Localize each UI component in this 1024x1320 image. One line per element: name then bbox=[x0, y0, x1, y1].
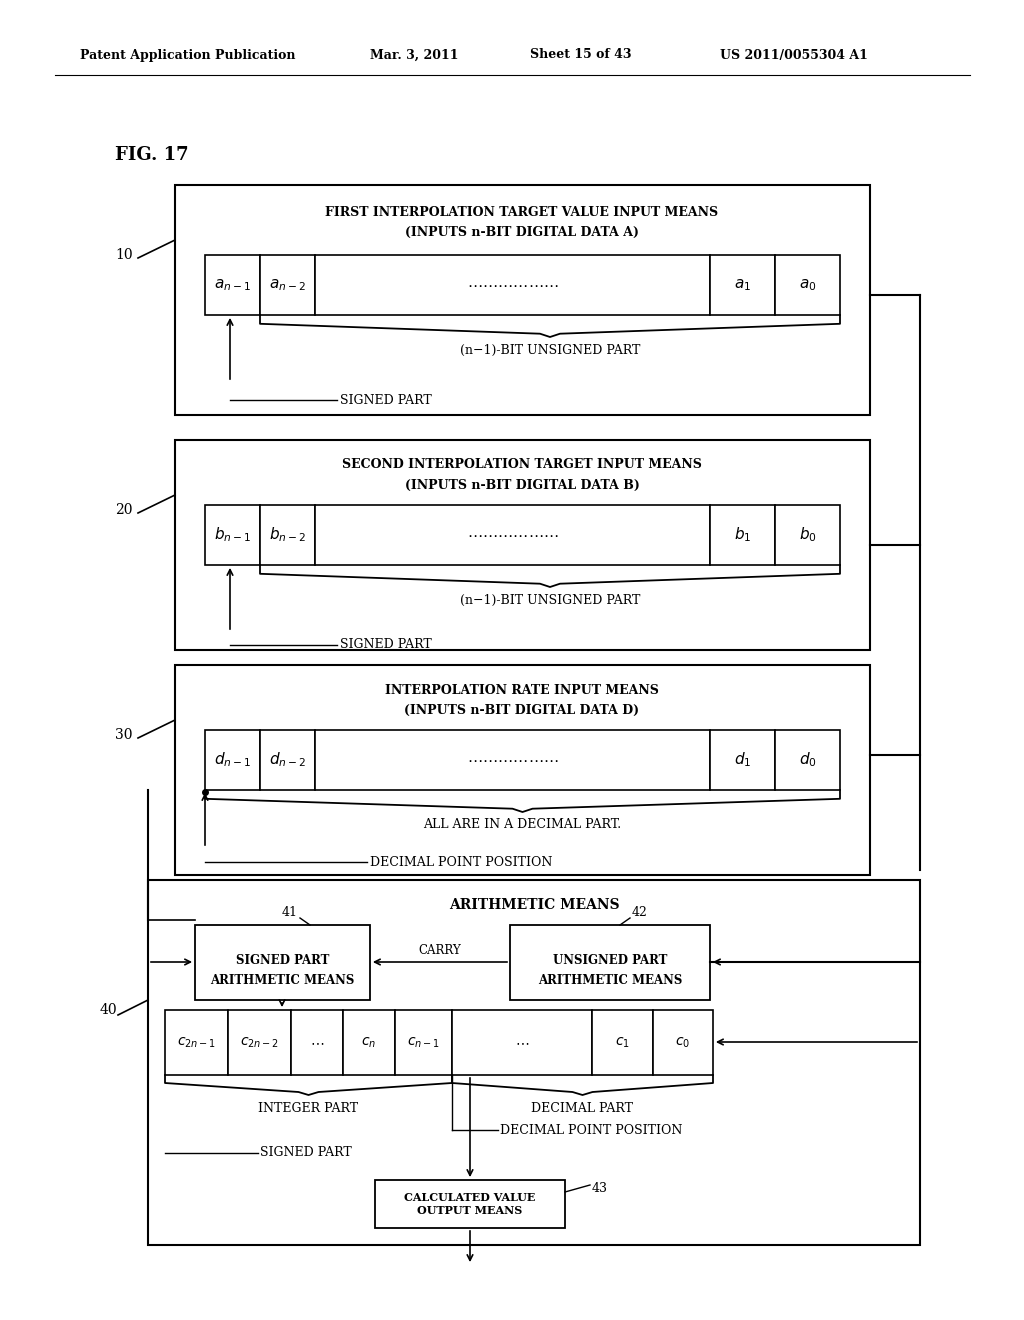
Text: Sheet 15 of 43: Sheet 15 of 43 bbox=[530, 49, 632, 62]
Text: SECOND INTERPOLATION TARGET INPUT MEANS: SECOND INTERPOLATION TARGET INPUT MEANS bbox=[342, 458, 701, 471]
Text: 20: 20 bbox=[115, 503, 132, 517]
Text: (n−1)-BIT UNSIGNED PART: (n−1)-BIT UNSIGNED PART bbox=[460, 594, 640, 606]
Bar bbox=[592, 1010, 653, 1074]
Text: $c_1$: $c_1$ bbox=[615, 1035, 630, 1049]
Text: $b_{n-1}$: $b_{n-1}$ bbox=[214, 525, 251, 544]
Text: SIGNED PART: SIGNED PART bbox=[340, 393, 432, 407]
Bar bbox=[228, 1010, 291, 1074]
Text: $a_0$: $a_0$ bbox=[799, 277, 816, 293]
Text: SIGNED PART: SIGNED PART bbox=[260, 1147, 352, 1159]
Text: $b_{n-2}$: $b_{n-2}$ bbox=[269, 525, 306, 544]
Bar bbox=[710, 255, 775, 315]
Text: $\cdots\cdots\cdots\cdots\cdots\cdots$: $\cdots\cdots\cdots\cdots\cdots\cdots$ bbox=[467, 279, 558, 292]
Text: $d_{n-2}$: $d_{n-2}$ bbox=[269, 751, 306, 770]
Text: FIRST INTERPOLATION TARGET VALUE INPUT MEANS: FIRST INTERPOLATION TARGET VALUE INPUT M… bbox=[326, 206, 719, 219]
Text: INTERPOLATION RATE INPUT MEANS: INTERPOLATION RATE INPUT MEANS bbox=[385, 684, 658, 697]
Text: $b_1$: $b_1$ bbox=[734, 525, 752, 544]
Text: $a_{n-1}$: $a_{n-1}$ bbox=[214, 277, 251, 293]
Bar bbox=[260, 255, 315, 315]
Text: (INPUTS n-BIT DIGITAL DATA D): (INPUTS n-BIT DIGITAL DATA D) bbox=[404, 704, 640, 717]
Bar bbox=[710, 506, 775, 565]
Text: DECIMAL PART: DECIMAL PART bbox=[531, 1101, 633, 1114]
Bar bbox=[205, 506, 260, 565]
Bar bbox=[291, 1010, 343, 1074]
Bar bbox=[175, 440, 870, 649]
Text: $d_0$: $d_0$ bbox=[799, 751, 816, 770]
Text: (n−1)-BIT UNSIGNED PART: (n−1)-BIT UNSIGNED PART bbox=[460, 343, 640, 356]
Text: 40: 40 bbox=[100, 1003, 118, 1016]
Text: $b_0$: $b_0$ bbox=[799, 525, 816, 544]
Text: Patent Application Publication: Patent Application Publication bbox=[80, 49, 296, 62]
Bar bbox=[260, 506, 315, 565]
Text: 30: 30 bbox=[115, 729, 132, 742]
Bar bbox=[205, 255, 260, 315]
Bar bbox=[510, 925, 710, 1001]
Text: ARITHMETIC MEANS: ARITHMETIC MEANS bbox=[210, 974, 354, 986]
Bar bbox=[775, 255, 840, 315]
Bar bbox=[175, 185, 870, 414]
Text: 41: 41 bbox=[282, 906, 298, 919]
Bar bbox=[395, 1010, 452, 1074]
Bar bbox=[775, 730, 840, 789]
Text: $\cdots\cdots\cdots\cdots\cdots\cdots$: $\cdots\cdots\cdots\cdots\cdots\cdots$ bbox=[467, 752, 558, 767]
Text: $c_{2n-1}$: $c_{2n-1}$ bbox=[177, 1035, 216, 1049]
Bar bbox=[775, 506, 840, 565]
Text: INTEGER PART: INTEGER PART bbox=[258, 1101, 358, 1114]
Bar bbox=[165, 1010, 228, 1074]
Text: 43: 43 bbox=[592, 1181, 608, 1195]
Text: $c_{2n-2}$: $c_{2n-2}$ bbox=[240, 1035, 280, 1049]
Text: SIGNED PART: SIGNED PART bbox=[340, 639, 432, 652]
Text: (INPUTS n-BIT DIGITAL DATA A): (INPUTS n-BIT DIGITAL DATA A) bbox=[406, 226, 639, 239]
Text: SIGNED PART: SIGNED PART bbox=[236, 953, 329, 966]
Text: DECIMAL POINT POSITION: DECIMAL POINT POSITION bbox=[500, 1123, 682, 1137]
Text: UNSIGNED PART: UNSIGNED PART bbox=[553, 953, 668, 966]
Bar bbox=[205, 730, 260, 789]
Text: $d_{n-1}$: $d_{n-1}$ bbox=[214, 751, 251, 770]
Text: FIG. 17: FIG. 17 bbox=[115, 147, 188, 164]
Bar bbox=[452, 1010, 592, 1074]
Text: (INPUTS n-BIT DIGITAL DATA B): (INPUTS n-BIT DIGITAL DATA B) bbox=[404, 479, 639, 491]
Bar bbox=[315, 506, 710, 565]
Text: ALL ARE IN A DECIMAL PART.: ALL ARE IN A DECIMAL PART. bbox=[423, 818, 622, 832]
Text: $c_{n-1}$: $c_{n-1}$ bbox=[407, 1035, 440, 1049]
Bar bbox=[315, 730, 710, 789]
Bar bbox=[710, 730, 775, 789]
Text: 42: 42 bbox=[632, 906, 648, 919]
Text: US 2011/0055304 A1: US 2011/0055304 A1 bbox=[720, 49, 868, 62]
Bar bbox=[195, 925, 370, 1001]
Text: 10: 10 bbox=[115, 248, 133, 261]
Text: $\cdots$: $\cdots$ bbox=[515, 1035, 529, 1049]
Text: CALCULATED VALUE
OUTPUT MEANS: CALCULATED VALUE OUTPUT MEANS bbox=[404, 1192, 536, 1216]
Bar bbox=[653, 1010, 713, 1074]
Text: $\cdots$: $\cdots$ bbox=[310, 1035, 325, 1049]
Text: $c_n$: $c_n$ bbox=[361, 1035, 377, 1049]
Bar bbox=[315, 255, 710, 315]
Text: ARITHMETIC MEANS: ARITHMETIC MEANS bbox=[449, 898, 620, 912]
Bar bbox=[375, 1180, 565, 1228]
Bar bbox=[148, 880, 920, 1245]
Text: $a_1$: $a_1$ bbox=[734, 277, 751, 293]
Bar bbox=[260, 730, 315, 789]
Bar bbox=[343, 1010, 395, 1074]
Text: $d_1$: $d_1$ bbox=[734, 751, 752, 770]
Text: $\cdots\cdots\cdots\cdots\cdots\cdots$: $\cdots\cdots\cdots\cdots\cdots\cdots$ bbox=[467, 528, 558, 543]
Text: $a_{n-2}$: $a_{n-2}$ bbox=[269, 277, 306, 293]
Text: ARITHMETIC MEANS: ARITHMETIC MEANS bbox=[538, 974, 682, 986]
Text: CARRY: CARRY bbox=[419, 944, 462, 957]
Bar bbox=[175, 665, 870, 875]
Text: Mar. 3, 2011: Mar. 3, 2011 bbox=[370, 49, 459, 62]
Text: $c_0$: $c_0$ bbox=[676, 1035, 690, 1049]
Text: DECIMAL POINT POSITION: DECIMAL POINT POSITION bbox=[370, 855, 552, 869]
